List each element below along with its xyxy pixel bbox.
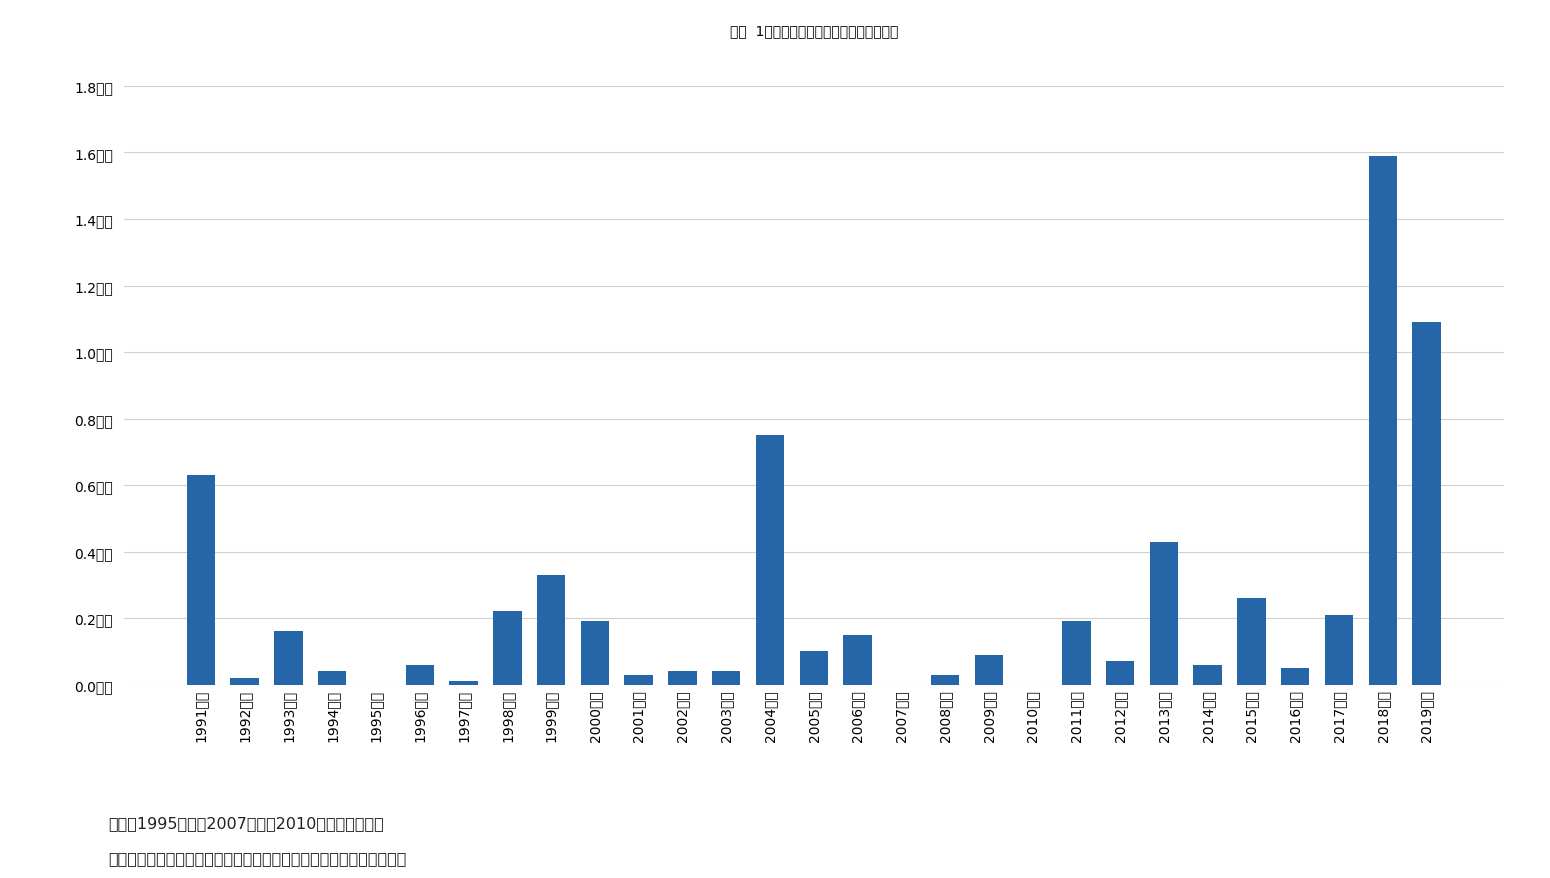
Bar — [581, 622, 609, 685]
Bar — [711, 672, 741, 685]
Bar — [1194, 665, 1221, 685]
Bar — [800, 651, 828, 685]
Bar — [932, 675, 959, 685]
Bar — [493, 612, 521, 685]
Text: （出所）日本損害保険協会のデータをもとにニッセイ基礎研究所作成: （出所）日本損害保険協会のデータをもとにニッセイ基礎研究所作成 — [109, 850, 406, 865]
Title: 図表  1：自然災害による支払保険金の推移: 図表 1：自然災害による支払保険金の推移 — [730, 25, 897, 39]
Bar — [975, 655, 1003, 685]
Bar — [406, 665, 434, 685]
Bar — [625, 675, 653, 685]
Bar — [756, 435, 784, 685]
Bar — [1107, 662, 1135, 685]
Bar — [274, 631, 302, 685]
Bar — [536, 575, 566, 685]
Bar — [318, 672, 347, 685]
Bar — [1325, 615, 1353, 685]
Bar — [1150, 542, 1178, 685]
Bar — [843, 635, 871, 685]
Bar — [186, 476, 215, 685]
Bar — [1280, 668, 1310, 685]
Bar — [1062, 622, 1091, 685]
Bar — [668, 672, 696, 685]
Bar — [231, 678, 259, 685]
Bar — [1237, 599, 1266, 685]
Bar — [1412, 323, 1442, 685]
Bar — [449, 681, 477, 685]
Text: （注）1995年度、2007年度、2010年度は調査なし: （注）1995年度、2007年度、2010年度は調査なし — [109, 815, 384, 830]
Bar — [1369, 156, 1397, 685]
